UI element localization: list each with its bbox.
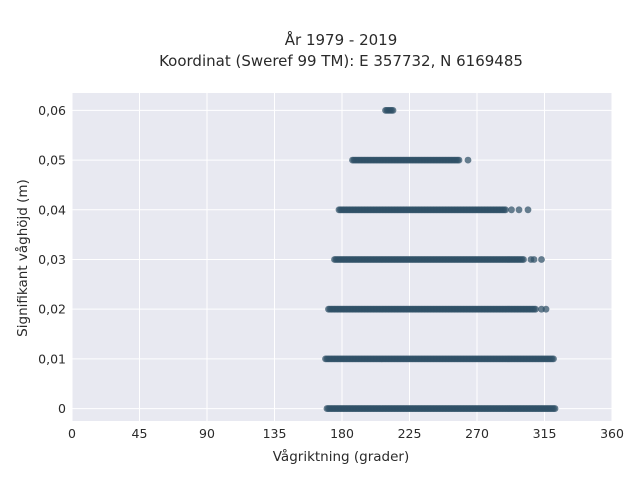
x-tick-label: 135	[263, 426, 287, 441]
chart-title: År 1979 - 2019	[285, 30, 398, 49]
point-band	[349, 156, 472, 164]
x-tick-label: 180	[330, 426, 354, 441]
y-tick-label: 0,04	[38, 202, 66, 217]
data-point	[502, 206, 509, 214]
data-point	[508, 206, 515, 214]
point-band	[325, 305, 550, 313]
point-band	[382, 106, 397, 114]
y-tick-label: 0,06	[38, 103, 66, 118]
data-point	[389, 106, 397, 114]
x-tick-label: 315	[533, 426, 557, 441]
data-point	[550, 355, 557, 363]
y-tick-label: 0	[58, 401, 66, 416]
x-tick-labels: 0 45 90 135 180 225 270 315 360	[68, 426, 624, 441]
data-point	[530, 256, 538, 263]
point-band	[323, 405, 559, 412]
data-point	[464, 156, 472, 164]
data-point	[524, 206, 532, 214]
point-band	[322, 355, 557, 363]
x-axis-label: Vågriktning (grader)	[273, 448, 410, 465]
x-tick-label: 270	[465, 426, 489, 441]
x-tick-label: 225	[398, 426, 422, 441]
y-axis-label: Signifikant våghöjd (m)	[14, 179, 31, 337]
data-point	[538, 256, 545, 263]
point-band	[335, 206, 532, 214]
x-tick-label: 360	[600, 426, 624, 441]
data-point	[542, 305, 550, 313]
point-band	[331, 256, 545, 263]
y-tick-label: 0,05	[38, 153, 66, 168]
y-tick-label: 0,03	[38, 252, 66, 267]
data-point	[515, 206, 523, 214]
data-point	[520, 256, 527, 263]
y-tick-label: 0,01	[38, 351, 66, 366]
y-tick-label: 0,02	[38, 302, 66, 317]
x-tick-label: 90	[199, 426, 215, 441]
data-points	[322, 106, 559, 412]
chart-subtitle: Koordinat (Sweref 99 TM): E 357732, N 61…	[159, 52, 523, 70]
data-point	[532, 305, 539, 313]
data-point	[455, 156, 463, 164]
y-tick-labels: 0 0,01 0,02 0,03 0,04 0,05 0,06	[38, 103, 66, 416]
data-point	[551, 405, 559, 412]
x-tick-label: 0	[68, 426, 76, 441]
x-tick-label: 45	[132, 426, 148, 441]
